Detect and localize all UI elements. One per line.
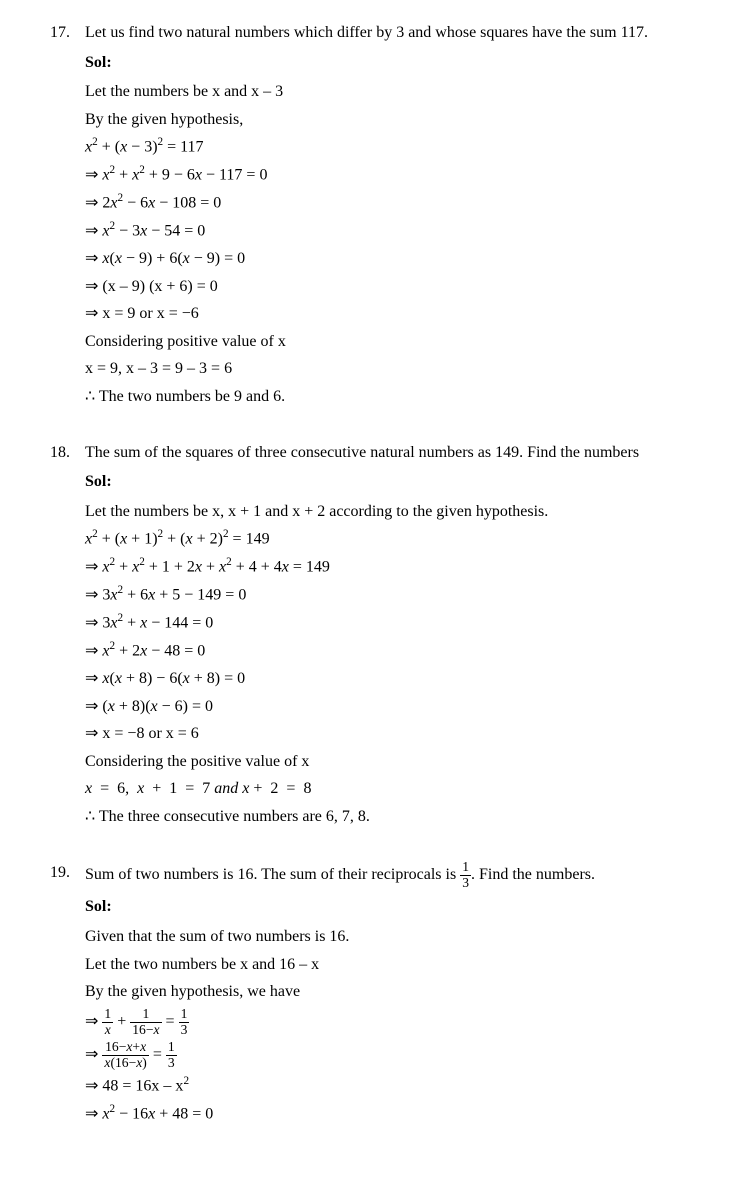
- solution-step: ⇒ 48 = 16x – x2: [85, 1073, 725, 1099]
- solution-step: Let the numbers be x, x + 1 and x + 2 ac…: [85, 499, 725, 525]
- solution-step: ⇒ 2x2 − 6x − 108 = 0: [85, 190, 725, 216]
- solution-step: ⇒ x(x + 8) − 6(x + 8) = 0: [85, 666, 725, 692]
- problem-body: The sum of the squares of three consecut…: [85, 440, 725, 832]
- problem-number: 18.: [30, 440, 85, 832]
- question-text: Let us find two natural numbers which di…: [85, 20, 725, 46]
- problem: 17.Let us find two natural numbers which…: [30, 20, 725, 412]
- solution-step: Considering the positive value of x: [85, 749, 725, 775]
- solution-step: ⇒ x2 − 3x − 54 = 0: [85, 218, 725, 244]
- solution-step: ⇒ 1x + 116−x = 13: [85, 1007, 725, 1038]
- problem: 18.The sum of the squares of three conse…: [30, 440, 725, 832]
- solution-label: Sol:: [85, 469, 725, 495]
- solution-step: ⇒ x2 + x2 + 9 − 6x − 117 = 0: [85, 162, 725, 188]
- solution-step: By the given hypothesis,: [85, 107, 725, 133]
- solution-step: ⇒ x = −8 or x = 6: [85, 721, 725, 747]
- solution-step: ⇒ 3x2 + 6x + 5 − 149 = 0: [85, 582, 725, 608]
- problem-number: 19.: [30, 860, 85, 1129]
- solution-step: Let the two numbers be x and 16 – x: [85, 952, 725, 978]
- solution-step: x = 9, x – 3 = 9 – 3 = 6: [85, 356, 725, 382]
- solution-label: Sol:: [85, 894, 725, 920]
- solution-step: x2 + (x − 3)2 = 117: [85, 134, 725, 160]
- solution-step: ∴ The two numbers be 9 and 6.: [85, 384, 725, 410]
- solution-step: By the given hypothesis, we have: [85, 979, 725, 1005]
- problem-body: Let us find two natural numbers which di…: [85, 20, 725, 412]
- solution-step: Considering positive value of x: [85, 329, 725, 355]
- solution-step: ⇒ x2 + x2 + 1 + 2x + x2 + 4 + 4x = 149: [85, 554, 725, 580]
- solution-step: ⇒ 3x2 + x − 144 = 0: [85, 610, 725, 636]
- solution-step: ⇒ x2 − 16x + 48 = 0: [85, 1101, 725, 1127]
- solution-step: ⇒ x2 + 2x − 48 = 0: [85, 638, 725, 664]
- solution-step: ⇒ (x – 9) (x + 6) = 0: [85, 274, 725, 300]
- solution-step: ⇒ x(x − 9) + 6(x − 9) = 0: [85, 246, 725, 272]
- solution-step: ⇒ (x + 8)(x − 6) = 0: [85, 694, 725, 720]
- problem-body: Sum of two numbers is 16. The sum of the…: [85, 860, 725, 1129]
- question-text: Sum of two numbers is 16. The sum of the…: [85, 860, 725, 891]
- solution-step: Given that the sum of two numbers is 16.: [85, 924, 725, 950]
- solution-step: ⇒ x = 9 or x = −6: [85, 301, 725, 327]
- solution-step: ⇒ 16−x+xx(16−x) = 13: [85, 1040, 725, 1071]
- question-text: The sum of the squares of three consecut…: [85, 440, 725, 466]
- solution-step: ∴ The three consecutive numbers are 6, 7…: [85, 804, 725, 830]
- solution-label: Sol:: [85, 50, 725, 76]
- solution-step: Let the numbers be x and x – 3: [85, 79, 725, 105]
- solution-step: x2 + (x + 1)2 + (x + 2)2 = 149: [85, 526, 725, 552]
- problem: 19.Sum of two numbers is 16. The sum of …: [30, 860, 725, 1129]
- problem-number: 17.: [30, 20, 85, 412]
- solution-step: x = 6, x + 1 = 7 and x + 2 = 8: [85, 776, 725, 802]
